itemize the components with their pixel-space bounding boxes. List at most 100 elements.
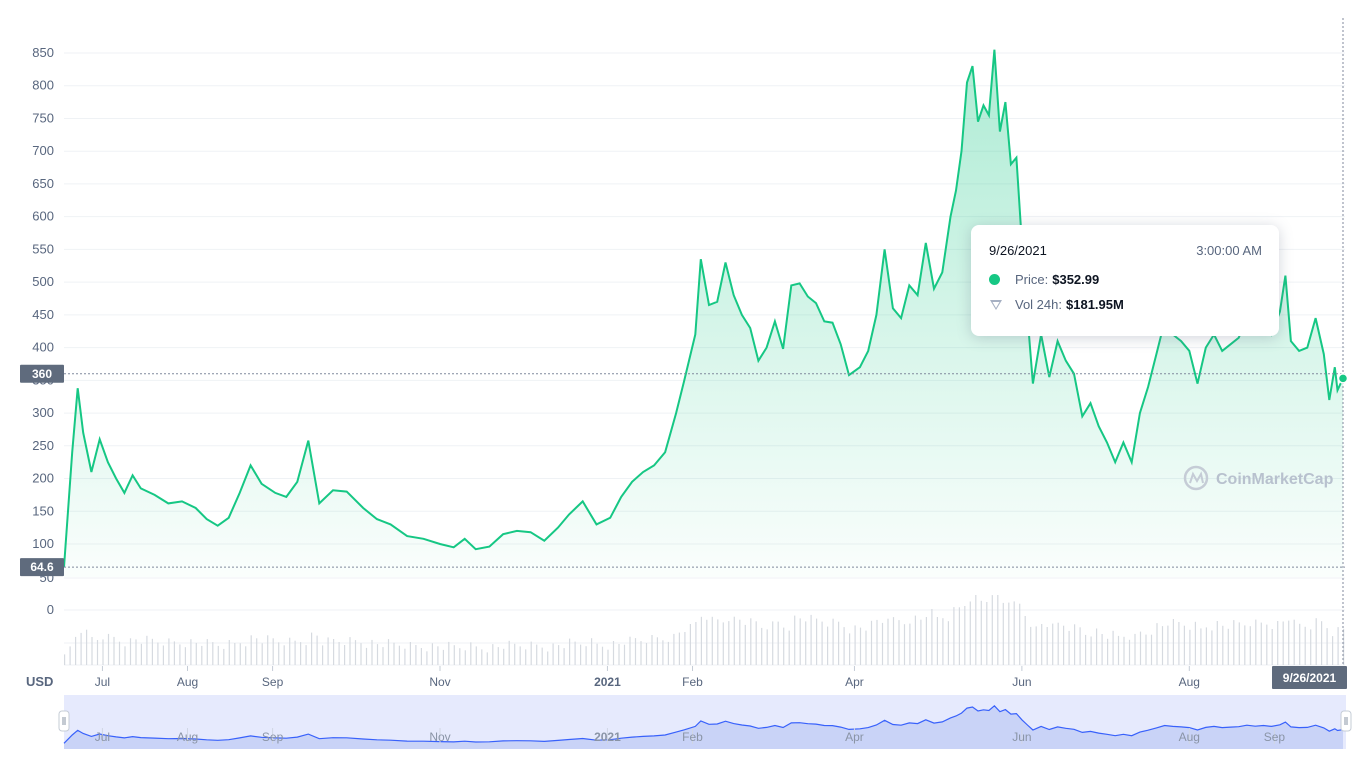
volume-bar — [1222, 625, 1224, 665]
volume-bar — [157, 642, 159, 665]
volume-bar — [272, 638, 274, 665]
volume-bar — [859, 627, 862, 665]
coinmarketcap-watermark: CoinMarketCap — [1183, 465, 1334, 491]
volume-bar — [980, 600, 982, 665]
navigator-line — [63, 704, 1344, 744]
y-tick-label: 700 — [32, 143, 54, 158]
y-tick-label: 300 — [32, 405, 54, 420]
tooltip-price-label: Price: — [1015, 272, 1049, 287]
volume-bar — [1030, 626, 1032, 665]
volume-bar — [107, 633, 110, 665]
volume-bar — [135, 639, 137, 665]
volume-bar — [1085, 634, 1087, 665]
volume-bar — [838, 621, 840, 665]
volume-bar — [1128, 639, 1131, 665]
x-tick-label: Feb — [682, 675, 703, 689]
volume-bar — [102, 639, 104, 665]
navigator-right-handle[interactable] — [1340, 710, 1352, 732]
volume-bar — [536, 644, 538, 665]
volume-bar — [431, 643, 433, 665]
volume-bar — [876, 619, 878, 665]
volume-bar — [898, 620, 900, 665]
volume-bar — [678, 632, 680, 665]
volume-bar — [1293, 619, 1295, 665]
volume-bar — [283, 645, 285, 665]
volume-bar — [1150, 634, 1153, 665]
volume-bar — [1123, 636, 1125, 665]
volume-bar — [470, 642, 472, 665]
y-tick-label: 100 — [32, 536, 54, 551]
volume-bar — [1332, 636, 1334, 665]
volume-bar — [640, 641, 642, 665]
volume-bar — [442, 649, 444, 665]
volume-bar — [607, 649, 609, 665]
navigator-left-handle[interactable] — [58, 710, 70, 732]
volume-bar — [1282, 621, 1284, 665]
volume-bar — [728, 621, 730, 665]
volume-bar — [1216, 621, 1218, 665]
volume-bar — [1288, 620, 1290, 665]
volume-bar — [722, 622, 724, 665]
volume-bar — [914, 615, 916, 665]
y-tick-label: 450 — [32, 307, 54, 322]
volume-bars — [64, 595, 1345, 665]
volume-bar — [744, 624, 746, 665]
volume-bar — [530, 641, 532, 665]
volume-bar — [69, 646, 71, 665]
volume-bar — [733, 616, 735, 665]
volume-bar — [1343, 628, 1345, 665]
volume-bar — [349, 637, 351, 665]
volume-bar — [1304, 626, 1306, 665]
volume-bar — [1035, 626, 1037, 665]
volume-bar — [1145, 634, 1147, 665]
volume-bar — [206, 639, 208, 665]
volume-bar — [783, 627, 785, 665]
svg-text:CoinMarketCap: CoinMarketCap — [1216, 471, 1334, 488]
volume-bar — [344, 645, 346, 665]
volume-bar — [1096, 628, 1098, 665]
volume-bar — [794, 615, 796, 665]
hover-point — [1337, 373, 1349, 384]
volume-bar — [1046, 627, 1048, 665]
volume-bar — [684, 632, 686, 665]
volume-bar — [947, 621, 949, 665]
volume-bar — [958, 607, 960, 665]
volume-bar — [1249, 626, 1251, 665]
y-tick-label: 550 — [32, 241, 54, 256]
volume-bar — [1172, 619, 1174, 665]
volume-bar — [212, 642, 214, 665]
volume-bar — [986, 602, 988, 665]
grid-lines — [64, 52, 1345, 666]
volume-bar — [920, 619, 922, 665]
volume-bar — [371, 639, 373, 665]
volume-bar — [239, 643, 241, 665]
volume-bar — [887, 618, 889, 665]
tooltip-vol-value: $181.95M — [1066, 297, 1124, 312]
y-tick-label: 650 — [32, 176, 54, 191]
volume-bar — [942, 618, 944, 665]
y-tick-label: 200 — [32, 471, 54, 486]
volume-bar — [969, 601, 971, 665]
volume-bar — [1079, 627, 1081, 665]
volume-bar — [788, 630, 790, 665]
x-tick-label: Jul — [95, 675, 110, 689]
y-tick-label: 600 — [32, 209, 54, 224]
svg-text:9/26/2021: 9/26/2021 — [1283, 671, 1337, 685]
volume-bar — [190, 639, 192, 665]
volume-bar — [547, 651, 549, 665]
volume-bar — [448, 641, 450, 665]
navigator-label: 2021 — [594, 730, 621, 744]
tooltip-vol-label: Vol 24h: — [1015, 297, 1062, 312]
navigator-area — [64, 705, 1343, 749]
volume-bar — [365, 647, 368, 665]
volume-bar — [508, 640, 510, 665]
volume-bar — [267, 635, 269, 665]
volume-bar — [1117, 635, 1120, 665]
volume-bar — [1156, 623, 1158, 665]
volume-bar — [1200, 628, 1202, 665]
volume-bar — [689, 624, 691, 665]
range-navigator[interactable]: Jul Aug Sep Nov 2021 Feb Apr Jun Aug Sep — [58, 695, 1352, 749]
volume-bar — [217, 645, 219, 665]
volume-bar — [146, 635, 148, 665]
